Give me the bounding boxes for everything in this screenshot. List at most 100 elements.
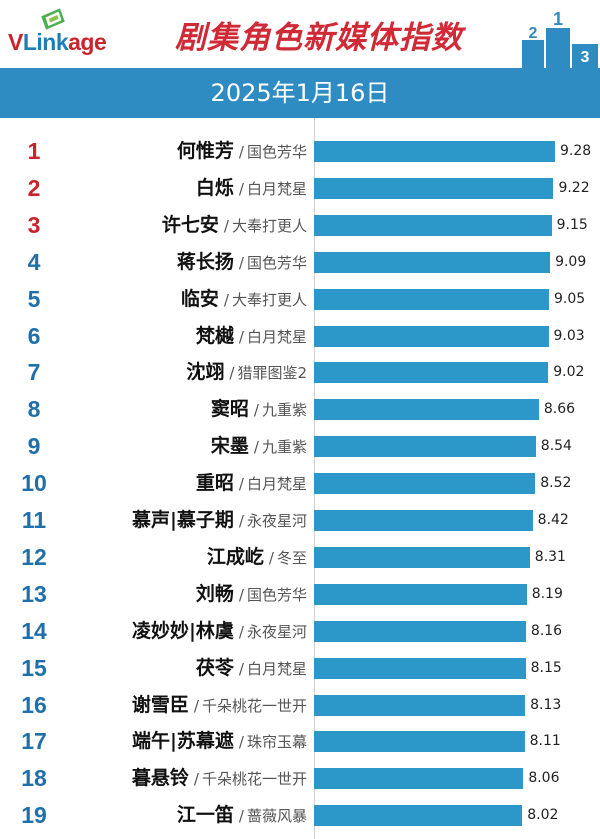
chart-row: 11 慕声|慕子期 / 永夜星河 8.42 xyxy=(0,502,600,539)
character-name: 白烁 xyxy=(195,176,234,199)
value-label: 9.09 xyxy=(555,253,587,270)
label-separator: / xyxy=(238,327,244,346)
character-name: 江一笛 xyxy=(176,804,234,827)
bar xyxy=(314,694,526,716)
row-label: 刘畅 / 国色芳华 xyxy=(196,576,307,613)
row-label: 宋墨 / 九重紫 xyxy=(211,428,307,465)
row-label: 窦昭 / 九重紫 xyxy=(211,391,307,428)
label-separator: / xyxy=(253,438,259,457)
row-label: 凌妙妙|林虞 / 永夜星河 xyxy=(132,613,307,650)
rank-number: 17 xyxy=(21,728,47,755)
rank-number: 15 xyxy=(21,654,47,681)
value-label: 8.06 xyxy=(528,770,560,787)
character-name: 凌妙妙|林虞 xyxy=(131,619,234,642)
bar xyxy=(314,325,549,347)
chart-row: 10 重昭 / 白月梵星 8.52 xyxy=(0,465,600,502)
row-label: 暮悬铃 / 千朵桃花一世开 xyxy=(132,760,307,797)
row-label: 江一笛 / 蔷薇风暴 xyxy=(177,797,307,834)
bar xyxy=(314,805,523,827)
value-label: 8.15 xyxy=(530,659,562,676)
row-label: 梵樾 / 白月梵星 xyxy=(196,318,307,355)
rank-number: 11 xyxy=(21,507,47,533)
row-label: 临安 / 大奉打更人 xyxy=(181,281,307,318)
drama-name: 国色芳华 xyxy=(246,253,307,272)
row-label: 许七安 / 大奉打更人 xyxy=(162,207,307,244)
bar xyxy=(314,731,525,753)
bar xyxy=(314,620,526,642)
character-name: 谢雪臣 xyxy=(131,693,189,716)
value-label: 8.11 xyxy=(529,733,561,750)
value-label: 9.15 xyxy=(556,216,588,233)
vlinkage-logo: VLinkage xyxy=(8,8,107,56)
rank-number: 5 xyxy=(27,285,41,312)
label-separator: / xyxy=(238,512,244,530)
row-label: 重昭 / 白月梵星 xyxy=(196,465,307,502)
value-label: 8.52 xyxy=(540,475,572,492)
drama-name: 大奉打更人 xyxy=(231,290,307,309)
podium-first: 1 xyxy=(553,9,563,29)
chart-row: 6 梵樾 / 白月梵星 9.03 xyxy=(0,318,600,355)
rank-number: 2 xyxy=(27,174,41,201)
header: VLinkage 剧集角色新媒体指数 2 1 3 xyxy=(0,0,600,68)
value-label: 9.03 xyxy=(553,327,585,344)
value-label: 9.22 xyxy=(558,179,590,196)
value-label: 8.19 xyxy=(531,585,563,602)
character-name: 窦昭 xyxy=(210,398,249,421)
drama-name: 永夜星河 xyxy=(246,622,307,641)
label-separator: / xyxy=(238,475,244,494)
bar xyxy=(314,436,536,458)
podium-second: 2 xyxy=(529,25,538,42)
bar xyxy=(314,473,536,495)
row-label: 江成屹 / 冬至 xyxy=(207,539,307,576)
drama-name: 国色芳华 xyxy=(246,585,307,604)
character-name: 沈翊 xyxy=(186,361,225,384)
logo-age: age xyxy=(68,29,107,55)
rank-number: 1 xyxy=(27,138,41,164)
chart-row: 18 暮悬铃 / 千朵桃花一世开 8.06 xyxy=(0,760,600,797)
drama-name: 猎罪图鉴2 xyxy=(237,364,307,383)
rank-number: 6 xyxy=(27,322,41,349)
row-label: 何惟芳 / 国色芳华 xyxy=(177,133,307,170)
label-separator: / xyxy=(238,253,244,272)
podium-third: 3 xyxy=(581,49,590,66)
label-separator: / xyxy=(229,364,235,383)
chart-row: 9 宋墨 / 九重紫 8.54 xyxy=(0,428,600,465)
logo-link: Link xyxy=(22,29,69,55)
chart-row: 16 谢雪臣 / 千朵桃花一世开 8.13 xyxy=(0,687,600,724)
drama-name: 九重紫 xyxy=(261,401,307,420)
row-label: 谢雪臣 / 千朵桃花一世开 xyxy=(132,687,307,724)
chart-row: 15 茯苓 / 白月梵星 8.15 xyxy=(0,650,600,687)
row-label: 沈翊 / 猎罪图鉴2 xyxy=(186,354,307,391)
value-label: 9.28 xyxy=(560,143,592,159)
label-separator: / xyxy=(223,290,229,309)
chart-row: 2 白烁 / 白月梵星 9.22 xyxy=(0,170,600,207)
chart-row: 8 窦昭 / 九重紫 8.66 xyxy=(0,391,600,428)
row-label: 慕声|慕子期 / 永夜星河 xyxy=(132,502,307,539)
label-separator: / xyxy=(253,401,259,420)
drama-name: 九重紫 xyxy=(261,438,307,457)
label-separator: / xyxy=(238,622,244,641)
bar xyxy=(314,251,551,273)
chart-row: 5 临安 / 大奉打更人 9.05 xyxy=(0,281,600,318)
chart-row: 4 蒋长扬 / 国色芳华 9.09 xyxy=(0,244,600,281)
value-label: 8.02 xyxy=(527,807,559,824)
character-name: 端午|苏幕遮 xyxy=(131,730,234,753)
drama-name: 白月梵星 xyxy=(246,327,307,346)
character-name: 茯苓 xyxy=(195,656,234,679)
rank-number: 16 xyxy=(21,691,47,718)
bar xyxy=(314,141,555,162)
drama-name: 白月梵星 xyxy=(246,475,307,494)
rank-number: 19 xyxy=(21,802,47,829)
row-label: 端午|苏幕遮 / 珠帘玉幕 xyxy=(132,723,307,760)
label-separator: / xyxy=(268,548,274,567)
rank-number: 13 xyxy=(21,580,47,607)
label-separator: / xyxy=(238,585,244,604)
row-label: 茯苓 / 白月梵星 xyxy=(196,650,307,687)
bar xyxy=(314,399,539,421)
chart-title: 剧集角色新媒体指数 xyxy=(175,20,463,56)
bar xyxy=(314,177,554,199)
bar xyxy=(314,362,549,384)
character-name: 梵樾 xyxy=(195,324,234,347)
character-name: 刘畅 xyxy=(195,582,234,605)
rank-number: 18 xyxy=(21,765,47,792)
